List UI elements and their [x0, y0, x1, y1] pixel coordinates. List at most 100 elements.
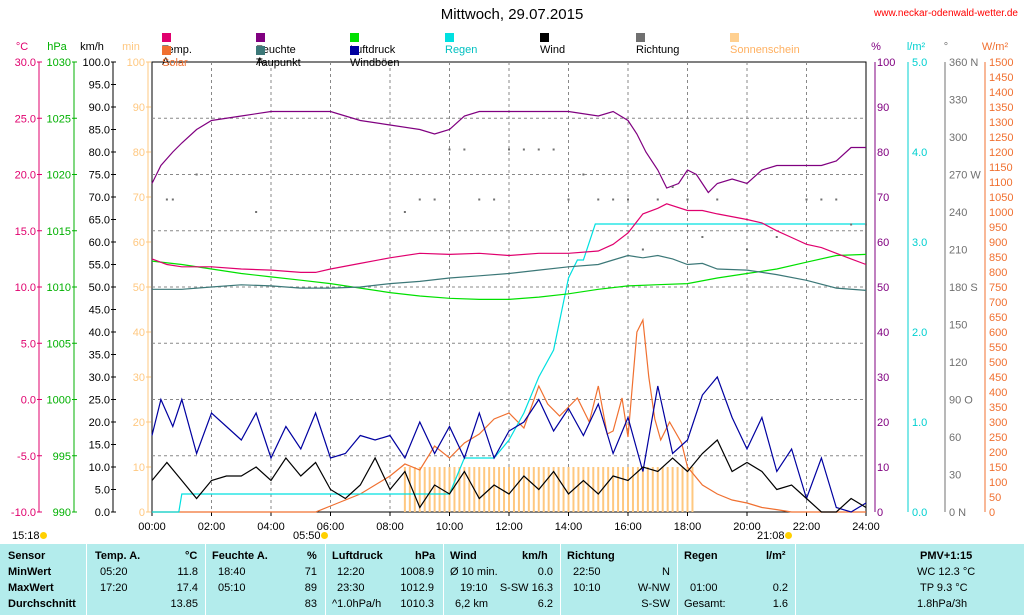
axis-tick-label: 1350: [989, 102, 1013, 114]
sunshine-bar: [597, 467, 600, 512]
direction-point: [433, 198, 436, 201]
sunshine-bar: [458, 467, 461, 512]
min-wind-value: 0.0: [537, 566, 553, 578]
axis-tick-label: 3.0: [912, 237, 927, 249]
sunshine-bar: [542, 467, 545, 512]
sunshine-bar: [562, 467, 565, 512]
sunshine-bar: [428, 467, 431, 512]
axis-tick-label: 1250: [989, 132, 1013, 144]
header-humidity-unit: %: [307, 550, 317, 562]
axis-tick-label: 150: [949, 320, 967, 332]
axis-tick-label: 85.0: [89, 125, 110, 137]
sunshine-bar: [418, 467, 421, 512]
x-tick-label: 14:00: [555, 521, 583, 533]
axis-tick-label: 2.0: [912, 327, 927, 339]
axis-tick-label: 360 N: [949, 57, 978, 69]
axis-tick-label: 330: [949, 95, 967, 107]
header-wind-unit: km/h: [522, 550, 548, 562]
sunshine-bar: [503, 467, 506, 512]
axis-tick-label: 0.0: [21, 395, 36, 407]
avg-press-value: 1010.3: [400, 598, 434, 610]
direction-point: [671, 186, 674, 188]
x-tick-label: 24:00: [852, 521, 880, 533]
sunshine-bar: [656, 467, 659, 512]
axis-tick-label: 750: [989, 282, 1007, 294]
legend-item-wind: Wind: [540, 32, 565, 56]
header-wind: Wind: [450, 550, 477, 562]
legend-item-sonnenschein: Sonnenschein: [730, 32, 800, 56]
sunshine-bar: [508, 467, 510, 512]
axis-tick-label: 950: [989, 222, 1007, 234]
axis-tick-label: 5.0: [912, 57, 927, 69]
series-regen: [152, 223, 866, 513]
direction-point: [537, 148, 540, 151]
legend-swatch: [540, 33, 549, 42]
sunshine-bar: [617, 467, 620, 512]
series-luftdruck: [151, 253, 867, 300]
direction-point: [701, 236, 704, 238]
direction-point: [805, 198, 808, 201]
axis-tick-label: 15.0: [15, 226, 36, 238]
axis-tick-label: 50: [989, 492, 1001, 504]
axis-tick-label: 90: [877, 102, 889, 114]
sunshine-bar: [557, 467, 560, 512]
sunset-time: 21:08: [757, 530, 785, 542]
axis-tick-label: 10: [877, 462, 889, 474]
sunset-icon: [784, 532, 792, 539]
direction-point: [522, 148, 525, 151]
sunshine-bar: [612, 467, 615, 512]
axis-tick-label: -10.0: [11, 507, 36, 519]
sunshine-bar: [646, 467, 649, 512]
axis-tick-label: 95.0: [89, 80, 110, 92]
axis-tick-label: 1015: [47, 226, 71, 238]
sunshine-bar: [691, 467, 694, 512]
legend-item-windb-en: Windböen: [350, 45, 400, 69]
axis-tick-label: 60.0: [89, 237, 110, 249]
sunshine-bar: [478, 467, 481, 512]
axis-tick-label: 90 O: [949, 395, 973, 407]
axis-tick-label: 300: [989, 417, 1007, 429]
rain-total-value: 1.6: [772, 598, 788, 610]
legend-swatch: [730, 33, 739, 42]
sunshine-bar: [408, 467, 411, 512]
sunshine-bar: [483, 467, 486, 512]
min-hum-time: 18:40: [218, 566, 246, 578]
max-hum-value: 89: [304, 582, 317, 594]
avg-dir-value: S-SW: [641, 598, 670, 610]
direction-point: [478, 198, 481, 201]
site-url-link[interactable]: www.neckar-odenwald-wetter.de: [874, 8, 1018, 19]
min-press-value: 1008.9: [400, 566, 434, 578]
axis-tick-label: 650: [989, 312, 1007, 324]
legend-label: Windböen: [350, 57, 400, 69]
sunshine-bar: [448, 467, 451, 512]
axis-tick-label: 200: [989, 447, 1007, 459]
sunshine-bar: [671, 467, 674, 512]
axis-tick-label: 0: [877, 507, 883, 519]
sunshine-bar: [686, 467, 689, 512]
axis-tick-label: 50: [133, 282, 145, 294]
max-temp-value: 17.4: [176, 582, 198, 594]
sunshine-bar: [661, 467, 664, 512]
axis-tick-label: 240: [949, 207, 967, 219]
direction-point: [171, 198, 174, 201]
row-min-label: MinWert: [8, 566, 52, 578]
axis-tick-label: 120: [949, 357, 967, 369]
avg-press-trend: ^1.0hPa/h: [332, 598, 382, 610]
min-dir-value: N: [662, 566, 670, 578]
legend-label: Sonnenschein: [730, 44, 800, 56]
max-wind-time: 19:10: [460, 582, 488, 594]
axis-tick-label: 35.0: [89, 350, 110, 362]
legend-swatch: [162, 46, 171, 55]
axis-tick-label: 40: [133, 327, 145, 339]
axis-tick-label: 20.0: [15, 170, 36, 182]
series-solar: [152, 317, 866, 513]
sunshine-bar: [627, 467, 629, 512]
axis-tick-label: 20.0: [89, 417, 110, 429]
axis-tick-label: 1050: [989, 192, 1013, 204]
direction-point: [612, 198, 615, 201]
sunshine-bar: [423, 467, 426, 512]
axis-tick-label: 40: [877, 327, 889, 339]
sunshine-bar: [413, 467, 416, 512]
axis-tick-label: 850: [989, 252, 1007, 264]
legend-label: Taupunkt: [256, 57, 301, 69]
